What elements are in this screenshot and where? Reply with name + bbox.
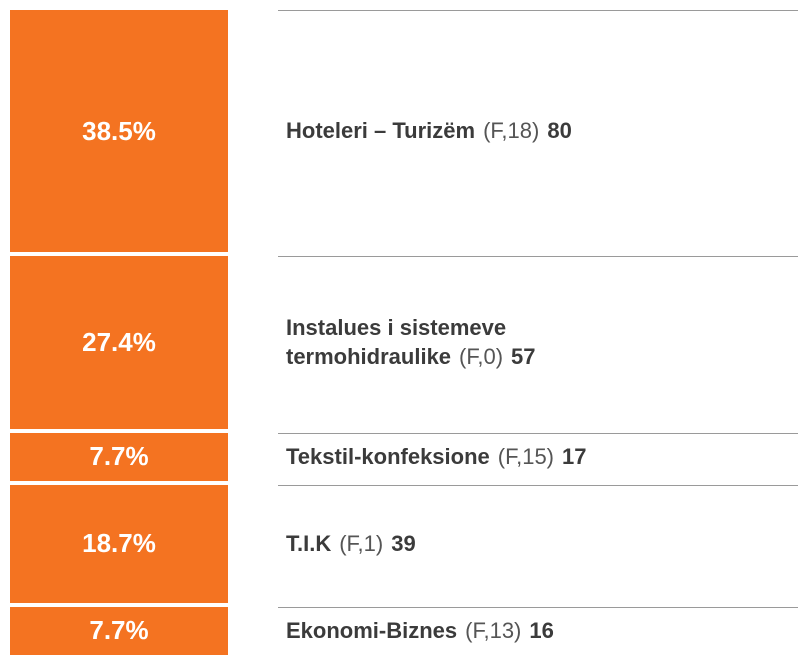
- category-label: Hoteleri – Turizëm (F,18) 80: [286, 117, 572, 146]
- category-label: Ekonomi-Biznes (F,13) 16: [286, 617, 554, 646]
- category-row: Instalues i sistemeve termohidraulike (F,…: [278, 256, 798, 428]
- category-code: (F,13): [465, 617, 522, 643]
- category-label: Tekstil-konfeksione (F,15) 17: [286, 443, 587, 472]
- category-code: (F,1): [339, 530, 384, 556]
- category-count: 16: [529, 617, 554, 643]
- category-count: 57: [511, 343, 536, 369]
- segment: 27.4%: [10, 256, 228, 429]
- category-name: Hoteleri – Turizëm: [286, 118, 476, 144]
- segment: 7.7%: [10, 606, 228, 655]
- category-name: Tekstil-konfeksione: [286, 443, 490, 469]
- percent-label: 18.7%: [82, 528, 156, 559]
- percent-label: 27.4%: [82, 326, 156, 357]
- segment: 7.7%: [10, 432, 228, 481]
- category-count: 80: [547, 118, 572, 144]
- category-name: Ekonomi-Biznes: [286, 617, 458, 643]
- segment: 38.5%: [10, 10, 228, 253]
- segment: 18.7%: [10, 484, 228, 603]
- category-count: 39: [391, 530, 416, 556]
- percent-label: 7.7%: [89, 441, 149, 472]
- category-code: (F,18): [483, 118, 540, 144]
- category-name: Instalues i sistemeve termohidraulike: [286, 315, 507, 369]
- category-count: 17: [562, 443, 587, 469]
- category-row: Hoteleri – Turizëm (F,18) 80: [278, 10, 798, 252]
- category-row: Tekstil-konfeksione (F,15) 17: [278, 432, 798, 481]
- category-code: (F,0): [459, 343, 504, 369]
- category-label: T.I.K (F,1) 39: [286, 530, 416, 559]
- category-name: T.I.K: [286, 530, 332, 556]
- category-row: Ekonomi-Biznes (F,13) 16: [278, 606, 798, 655]
- category-row: T.I.K (F,1) 39: [278, 484, 798, 603]
- percent-label: 7.7%: [89, 615, 149, 646]
- percent-label: 38.5%: [82, 115, 156, 146]
- category-code: (F,15): [497, 443, 555, 469]
- category-label: Instalues i sistemeve termohidraulike (F,…: [286, 314, 666, 371]
